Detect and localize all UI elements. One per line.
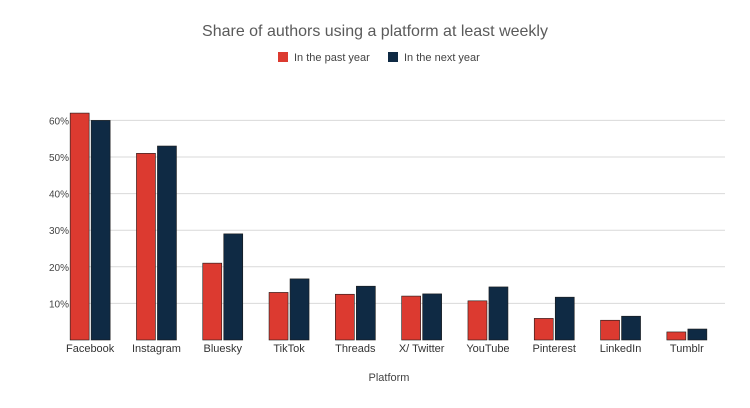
- bar-next-year: [621, 315, 641, 341]
- bar-next-year: [356, 285, 376, 341]
- x-axis-label: Platform: [369, 372, 410, 384]
- y-tick-label: 40%: [49, 190, 69, 201]
- x-tick-label: Threads: [335, 343, 376, 355]
- bar-past-year: [600, 319, 620, 341]
- x-tick-label: X/ Twitter: [399, 343, 445, 355]
- legend-label: In the past year: [294, 52, 370, 64]
- x-tick-label: Tumblr: [670, 343, 704, 355]
- x-tick-label: Facebook: [66, 343, 115, 355]
- x-tick-label: YouTube: [466, 343, 509, 355]
- bar-past-year: [401, 295, 421, 341]
- x-tick-label: Instagram: [132, 343, 181, 355]
- y-tick-label: 10%: [49, 299, 69, 310]
- bar-next-year: [554, 296, 575, 341]
- bar-past-year: [202, 262, 223, 341]
- bar-past-year: [136, 153, 156, 341]
- bar-past-year: [467, 300, 488, 341]
- x-tick-label: Bluesky: [203, 343, 242, 355]
- y-tick-label: 20%: [49, 263, 69, 274]
- bar-past-year: [268, 292, 289, 341]
- legend-swatch: [388, 52, 398, 62]
- bar-past-year: [335, 293, 355, 341]
- bar-past-year: [533, 318, 554, 341]
- gridlines: [75, 119, 725, 304]
- bar-next-year: [422, 293, 442, 341]
- x-tick-label: LinkedIn: [600, 343, 642, 355]
- bars: [69, 112, 708, 341]
- legend-label: In the next year: [404, 52, 480, 64]
- legend: In the past year In the next year: [278, 52, 480, 64]
- bar-next-year: [488, 286, 509, 341]
- x-axis-ticks: Facebook Instagram Bluesky TikTok Threads X/ …: [66, 343, 704, 355]
- x-tick-label: TikTok: [273, 343, 305, 355]
- chart-title: Share of authors using a platform at lea…: [202, 23, 548, 40]
- legend-swatch: [278, 52, 288, 62]
- bar-next-year: [289, 278, 310, 341]
- y-tick-label: 50%: [49, 153, 69, 164]
- y-tick-label: 60%: [49, 116, 69, 127]
- bar-next-year: [90, 120, 111, 341]
- y-axis-ticks: 10% 20% 30% 40% 50% 60%: [49, 116, 69, 310]
- bar-past-year: [666, 331, 687, 341]
- bar-next-year: [157, 145, 177, 341]
- bar-past-year: [69, 112, 90, 341]
- x-tick-label: Pinterest: [533, 343, 576, 355]
- y-tick-label: 30%: [49, 226, 69, 237]
- bar-next-year: [223, 233, 244, 341]
- legend-item-next-year: In the next year: [388, 52, 480, 64]
- bar-next-year: [687, 328, 708, 341]
- legend-item-past-year: In the past year: [278, 52, 370, 64]
